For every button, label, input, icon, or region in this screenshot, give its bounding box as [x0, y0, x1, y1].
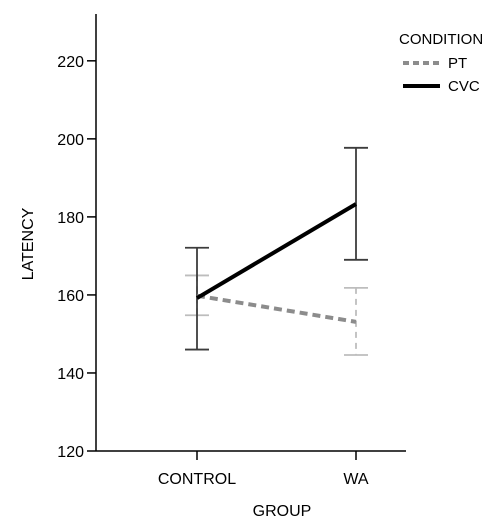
- y-axis-title: LATENCY: [20, 207, 37, 280]
- x-axis-title: GROUP: [253, 503, 312, 520]
- y-tick-label: 140: [57, 366, 84, 383]
- x-tick-label: CONTROL: [158, 471, 236, 488]
- y-tick-label: 200: [57, 132, 84, 149]
- series-layer: [185, 146, 368, 356]
- y-tick-label: 180: [57, 210, 84, 227]
- y-axis-ticks: 120 140 160 180 200 220: [57, 54, 96, 461]
- x-tick-label: WA: [343, 471, 369, 488]
- series-line-cvc: [195, 202, 358, 300]
- legend-label-cvc: CVC: [448, 78, 480, 95]
- legend-title: CONDITION: [399, 31, 483, 48]
- y-tick-label: 160: [57, 288, 84, 305]
- axes: [95, 14, 406, 452]
- y-tick-label: 220: [57, 54, 84, 71]
- legend: CONDITION PT CVC: [399, 31, 483, 95]
- legend-label-pt: PT: [448, 55, 467, 72]
- x-axis-ticks: CONTROL WA: [158, 451, 369, 488]
- y-tick-label: 120: [57, 444, 84, 461]
- series-line-pt: [196, 293, 357, 324]
